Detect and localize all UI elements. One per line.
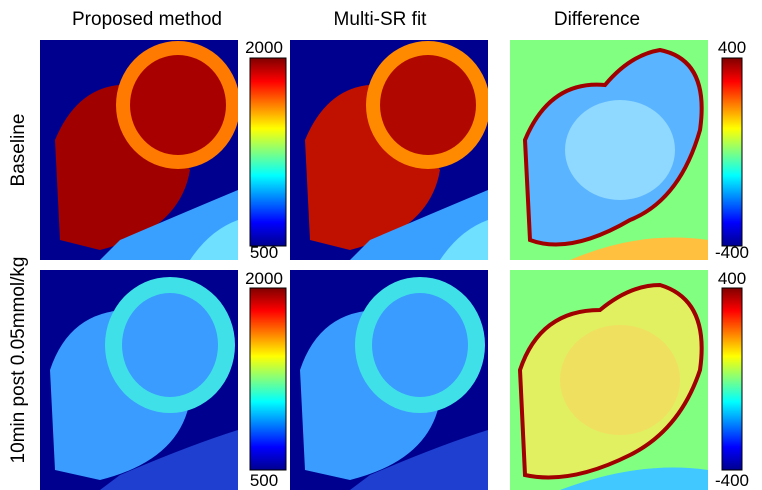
map-image — [290, 270, 488, 490]
row-label: Baseline — [8, 114, 29, 187]
colorbar-label: 400 — [718, 38, 746, 57]
colorbar-label: 2000 — [245, 269, 283, 288]
colorbar — [250, 288, 286, 470]
map-image — [40, 40, 240, 260]
column-title: Proposed method — [72, 9, 222, 30]
map-image — [290, 40, 490, 260]
colorbar-label: -400 — [715, 243, 749, 262]
colorbar-label: 500 — [250, 471, 278, 490]
column-title: Multi-SR fit — [334, 9, 428, 30]
colorbar-label: -400 — [715, 471, 749, 490]
colorbar-label: 400 — [718, 269, 746, 288]
map-image — [40, 270, 238, 490]
colorbar-label: 500 — [250, 243, 278, 262]
colorbar — [722, 58, 742, 246]
colorbar — [722, 288, 742, 470]
map-image — [510, 40, 708, 260]
row-label: 10min post 0.05mmol/kg — [8, 257, 29, 464]
column-title: Difference — [554, 9, 640, 30]
map-image — [510, 270, 708, 490]
figure: Proposed method Multi-SR fit Difference … — [0, 0, 762, 490]
colorbar — [250, 58, 286, 246]
colorbar-label: 2000 — [245, 38, 283, 57]
